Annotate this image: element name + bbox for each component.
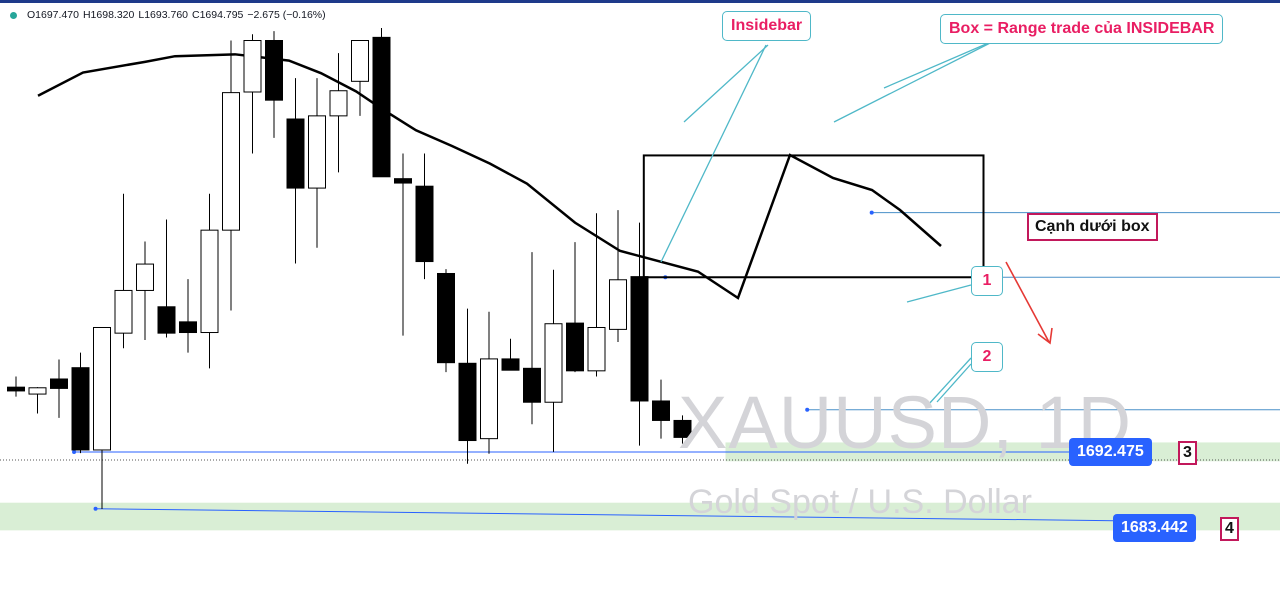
callout-leader [927,357,972,406]
candle-body [673,419,692,438]
price-tag-level-2[interactable]: 1683.442 [1113,514,1196,542]
marker-3-box[interactable]: 3 [1178,441,1197,465]
callout-leader [883,37,1001,89]
candle-body [394,178,412,184]
candle-body [437,272,455,364]
candle-body [415,185,434,263]
callout-leader [936,363,972,403]
candle-body [93,326,111,451]
candle-body [265,40,283,101]
ohlc-close: C1694.795 [192,9,244,21]
ohlc-high: H1698.320 [82,9,135,21]
ohlc-readout: O1697.470 H1698.320 L1693.760 C1694.795 … [10,9,326,21]
support-zone [0,502,1280,531]
candle-body [157,306,176,334]
candle-body [501,358,520,371]
callout-leader [660,44,767,263]
candle-body [372,36,391,178]
insidebar-callout[interactable]: Insidebar [722,11,812,41]
candle-body [308,115,326,189]
marker-2-callout[interactable]: 2 [971,342,1003,372]
box-bottom-label[interactable]: Cạnh dưới box [1027,213,1158,241]
level-anchor-1 [72,450,77,454]
candle-body [222,92,240,231]
ohlc-change: −2.675 (−0.16%) [247,9,326,21]
candle-body [351,40,369,82]
marker-1-callout[interactable]: 1 [971,266,1003,296]
marker-4-box[interactable]: 4 [1220,517,1239,541]
candle-body [200,229,219,334]
candle-body [544,323,563,403]
candle-body [630,276,649,402]
ohlc-low: L1693.760 [138,9,188,21]
ray-anchor [869,210,874,215]
candle-body [652,400,670,421]
candle-body [458,362,477,442]
candle-body [179,321,197,334]
ohlc-open: O1697.470 [27,9,79,21]
candle-body [286,118,305,189]
candle-body [587,326,606,372]
candle-body [71,367,90,451]
top-frame-bar [0,0,1280,3]
callout-leader [906,284,972,303]
level-line-2 [95,508,1116,522]
direction-arrow [1005,261,1050,343]
candle-body [480,358,498,440]
candle-body [609,279,627,330]
watermark-description: Gold Spot / U.S. Dollar [688,483,1032,521]
price-tag-level-1[interactable]: 1692.475 [1069,438,1152,466]
level-anchor-2 [93,506,98,511]
candle-body [50,378,68,389]
ray-anchor [805,407,810,412]
direction-arrow-head [1037,327,1053,345]
candle-body [28,387,47,395]
watermark-symbol: XAUUSD, 1D [678,381,1133,464]
candle-body [523,367,541,403]
callout-leader [683,44,769,123]
symbol-status-dot [10,11,17,19]
candle-body [566,322,584,372]
candle-body [136,263,154,291]
range-box [642,154,985,279]
box-range-callout[interactable]: Box = Range trade của INSIDEBAR [940,14,1224,44]
candle-body [329,90,348,117]
candle-body [243,40,262,93]
candle-body [114,289,133,334]
moving-average-line [37,53,942,300]
candle-body [7,386,25,392]
callout-leader [833,37,1001,123]
